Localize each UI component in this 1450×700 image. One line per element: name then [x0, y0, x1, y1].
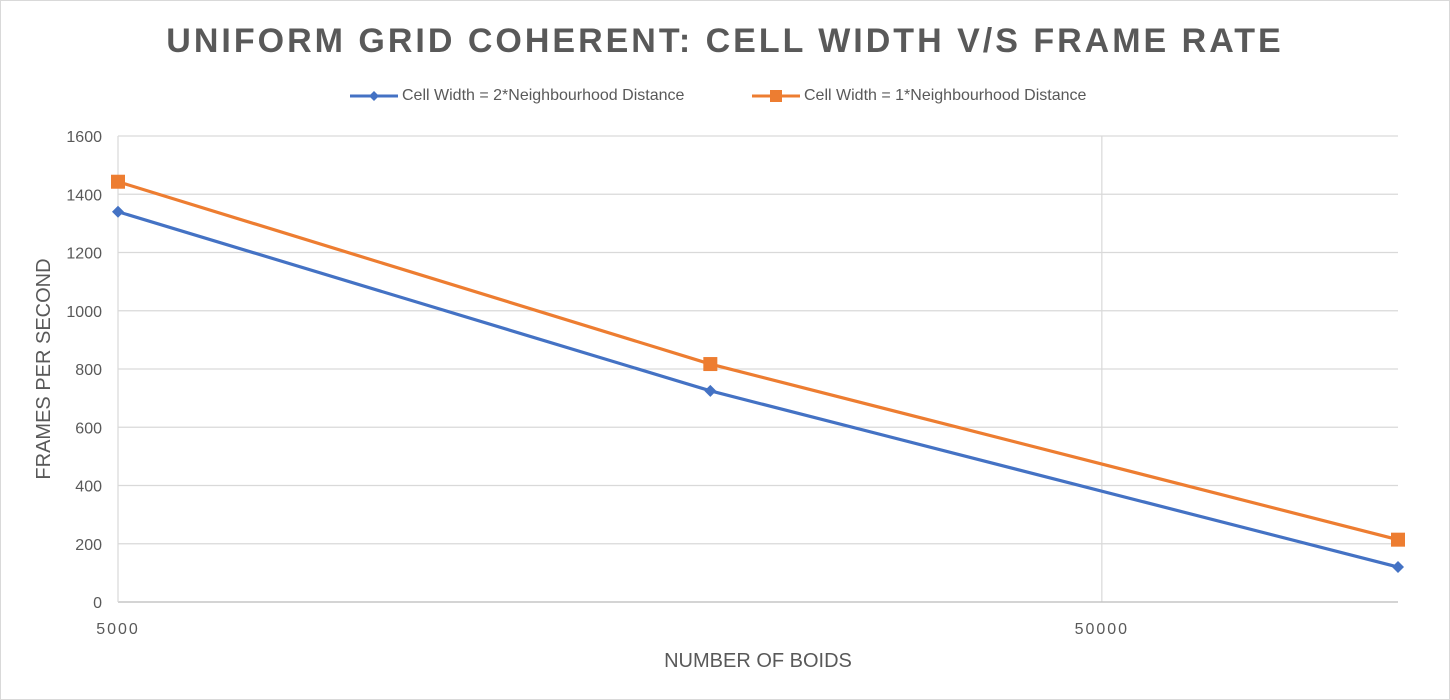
series-1-point-1: [704, 384, 717, 397]
series-2-point-0: [111, 174, 125, 189]
legend-item-series-1: Cell Width = 2*Neighbourhood Distance: [350, 84, 684, 108]
legend-marker-series-1: [350, 91, 398, 101]
y-tick-label-1200: 1200: [66, 246, 102, 263]
x-axis-title: NUMBER OF BOIDS: [664, 650, 852, 672]
legend-label-series-1: Cell Width = 2*Neighbourhood Distance: [402, 87, 685, 104]
legend-marker-series-2: [752, 90, 800, 102]
legend-diamond-series-1: [369, 91, 379, 101]
chart-title: UNIFORM GRID COHERENT: CELL WIDTH V/S FR…: [166, 22, 1284, 60]
x-tick-label-50000: 50000: [1075, 621, 1130, 638]
series-1-point-2: [1392, 561, 1404, 574]
legend-item-series-2: Cell Width = 1*Neighbourhood Distance: [752, 84, 1086, 108]
y-tick-label-200: 200: [75, 537, 102, 554]
x-tick-label-5000: 5000: [96, 621, 140, 638]
y-tick-label-1600: 1600: [66, 129, 102, 146]
y-tick-label-600: 600: [75, 420, 102, 437]
axis-layer: 0 200 400 600 800 1000 1200 1400 1600 5000 50000: [66, 129, 1398, 638]
series-2-point-1: [703, 357, 718, 372]
legend-square-series-2: [770, 90, 782, 102]
legend: Cell Width = 2*Neighbourhood Distance Ce…: [0, 84, 1450, 108]
series-1-point-0: [112, 205, 124, 218]
grid-layer: [118, 135, 1398, 603]
y-tick-label-1000: 1000: [66, 304, 102, 321]
y-tick-label-800: 800: [75, 362, 102, 379]
legend-label-series-2: Cell Width = 1*Neighbourhood Distance: [804, 87, 1087, 104]
y-axis-title: FRAMES PER SECOND: [33, 258, 55, 479]
y-tick-label-0: 0: [93, 595, 102, 612]
series-layer: [111, 174, 1405, 574]
y-tick-label-400: 400: [75, 479, 102, 496]
series-1-line: [116, 210, 1400, 569]
y-tick-label-1400: 1400: [66, 187, 102, 204]
series-2-point-2: [1391, 532, 1405, 547]
